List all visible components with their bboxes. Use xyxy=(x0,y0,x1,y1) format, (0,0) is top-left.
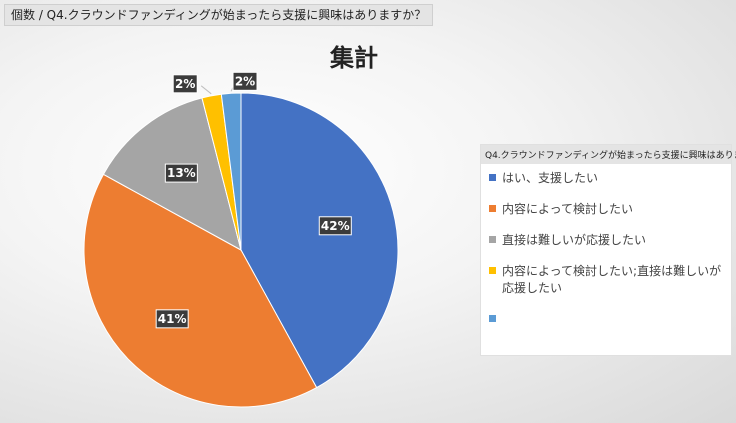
leader-line-3 xyxy=(200,85,212,95)
legend-item-2: 直接は難しいが応援したい xyxy=(487,232,725,249)
pie-slice-0 xyxy=(240,92,399,389)
svg-text:41%: 41% xyxy=(158,312,187,326)
legend-swatch-3 xyxy=(489,267,496,274)
legend-label-0: はい、支援したい xyxy=(502,171,599,185)
legend: Q4.クラウンドファンディングが始まったら支援に興味はありますか？ はい、支援し… xyxy=(480,144,736,356)
legend-label-2: 直接は難しいが応援したい xyxy=(502,233,647,247)
chart-title: 集計 xyxy=(330,44,378,72)
legend-title: Q4.クラウンドファンディングが始まったら支援に興味はありますか？ xyxy=(481,145,736,164)
legend-item-4 xyxy=(487,311,725,322)
data-label-4: 2% xyxy=(232,71,258,91)
svg-text:2%: 2% xyxy=(175,77,195,91)
legend-swatch-2 xyxy=(489,236,496,243)
legend-item-3: 内容によって検討したい;直接は難しいが応援したい xyxy=(487,263,725,297)
legend-swatch-1 xyxy=(489,205,496,212)
legend-swatch-4 xyxy=(489,315,496,322)
legend-item-1: 内容によって検討したい xyxy=(487,201,725,218)
data-label-3: 2% xyxy=(172,74,198,94)
pie-slice-4 xyxy=(220,92,242,251)
legend-label-1: 内容によって検討したい xyxy=(502,202,634,216)
legend-swatch-0 xyxy=(489,174,496,181)
field-button[interactable]: 個数 / Q4.クラウンドファンディングが始まったら支援に興味はありますか？ xyxy=(4,4,434,26)
svg-text:2%: 2% xyxy=(235,74,255,88)
data-label-1: 41% xyxy=(155,309,189,329)
legend-item-0: はい、支援したい xyxy=(487,170,725,187)
data-label-0: 42% xyxy=(318,216,352,236)
pie-slice-1 xyxy=(83,173,318,408)
data-label-2: 13% xyxy=(164,163,198,183)
svg-text:13%: 13% xyxy=(167,166,196,180)
legend-label-3: 内容によって検討したい;直接は難しいが応援したい xyxy=(502,264,722,295)
svg-text:42%: 42% xyxy=(321,219,350,233)
